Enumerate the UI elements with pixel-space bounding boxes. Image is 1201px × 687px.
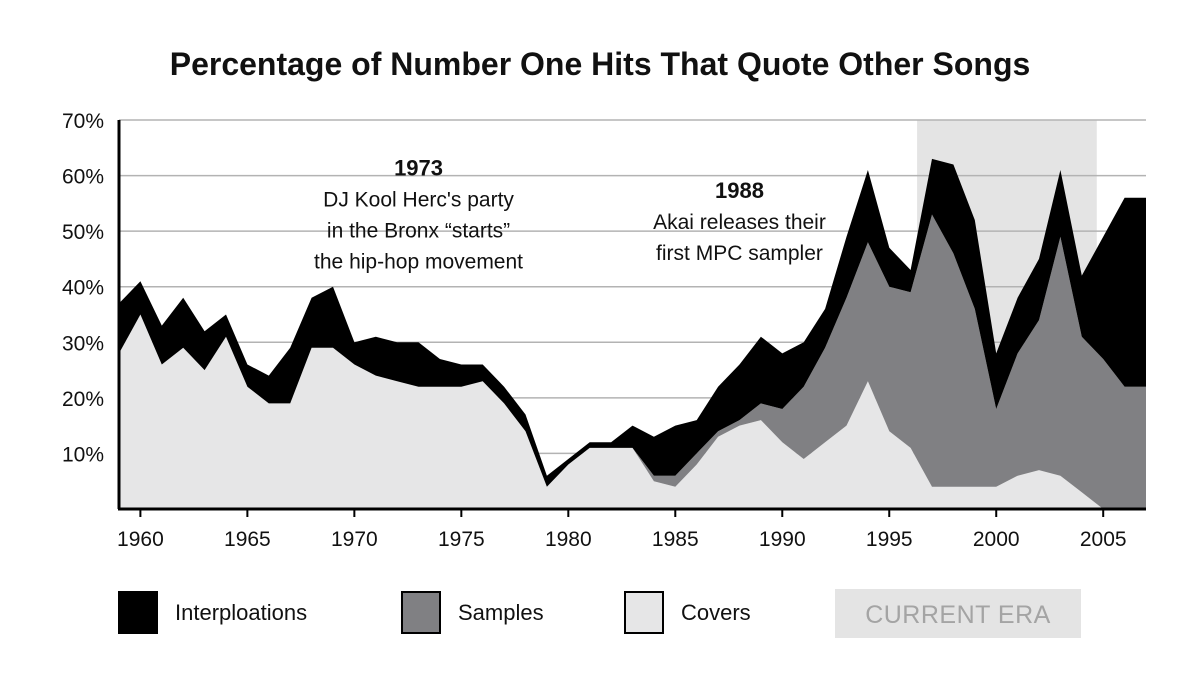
legend-label-samples: Samples (458, 600, 544, 625)
x-tick-label: 1985 (652, 528, 699, 551)
y-tick-label: 20% (62, 388, 104, 411)
annotation-1973-line: in the Bronx “starts” (327, 220, 510, 243)
annotation-1973-line: DJ Kool Herc's party (323, 189, 514, 212)
x-tick-label: 1970 (331, 528, 378, 551)
annotation-1973-line: the hip-hop movement (314, 251, 523, 274)
legend-swatch-interploations (118, 591, 158, 634)
x-tick-label: 1960 (117, 528, 164, 551)
annotations: 1973 DJ Kool Herc's party in the Bronx “st… (314, 156, 826, 274)
legend-label-interploations: Interploations (175, 600, 307, 625)
legend-current-era-box (835, 589, 1081, 638)
axes: 10% 20% 30% 40% 50% 60% 70% 1960 1965 1970 1975 198… (62, 110, 1146, 551)
annotation-1973-year: 1973 (394, 156, 443, 181)
area-interploations (119, 158, 1146, 487)
y-tick-label: 70% (62, 110, 104, 133)
legend-label-covers: Covers (681, 600, 751, 625)
area-covers (119, 314, 1146, 509)
annotation-1988-line: first MPC sampler (656, 242, 823, 265)
annotation-1988-year: 1988 (715, 178, 764, 203)
x-tick-label: 1995 (866, 528, 913, 551)
y-tick-label: 30% (62, 332, 104, 355)
x-tick-label: 1975 (438, 528, 485, 551)
legend-swatch-covers (624, 591, 664, 634)
x-tick-label: 2000 (973, 528, 1020, 551)
y-tick-label: 60% (62, 166, 104, 189)
x-tick-label: 2005 (1080, 528, 1127, 551)
stacked-areas (119, 158, 1146, 509)
y-tick-label: 40% (62, 277, 104, 300)
x-tick-label: 1980 (545, 528, 592, 551)
y-tick-label: 50% (62, 221, 104, 244)
area-samples (119, 214, 1146, 509)
legend-label-current-era: CURRENT ERA (865, 601, 1051, 629)
chart-title: Percentage of Number One Hits That Quote… (170, 46, 1031, 82)
legend: Interploations Samples Covers CURRENT ER… (118, 589, 1081, 638)
annotation-1988-line: Akai releases their (653, 211, 826, 234)
y-tick-label: 10% (62, 443, 104, 466)
x-tick-label: 1990 (759, 528, 806, 551)
legend-swatch-samples (401, 591, 441, 634)
x-tick-label: 1965 (224, 528, 271, 551)
